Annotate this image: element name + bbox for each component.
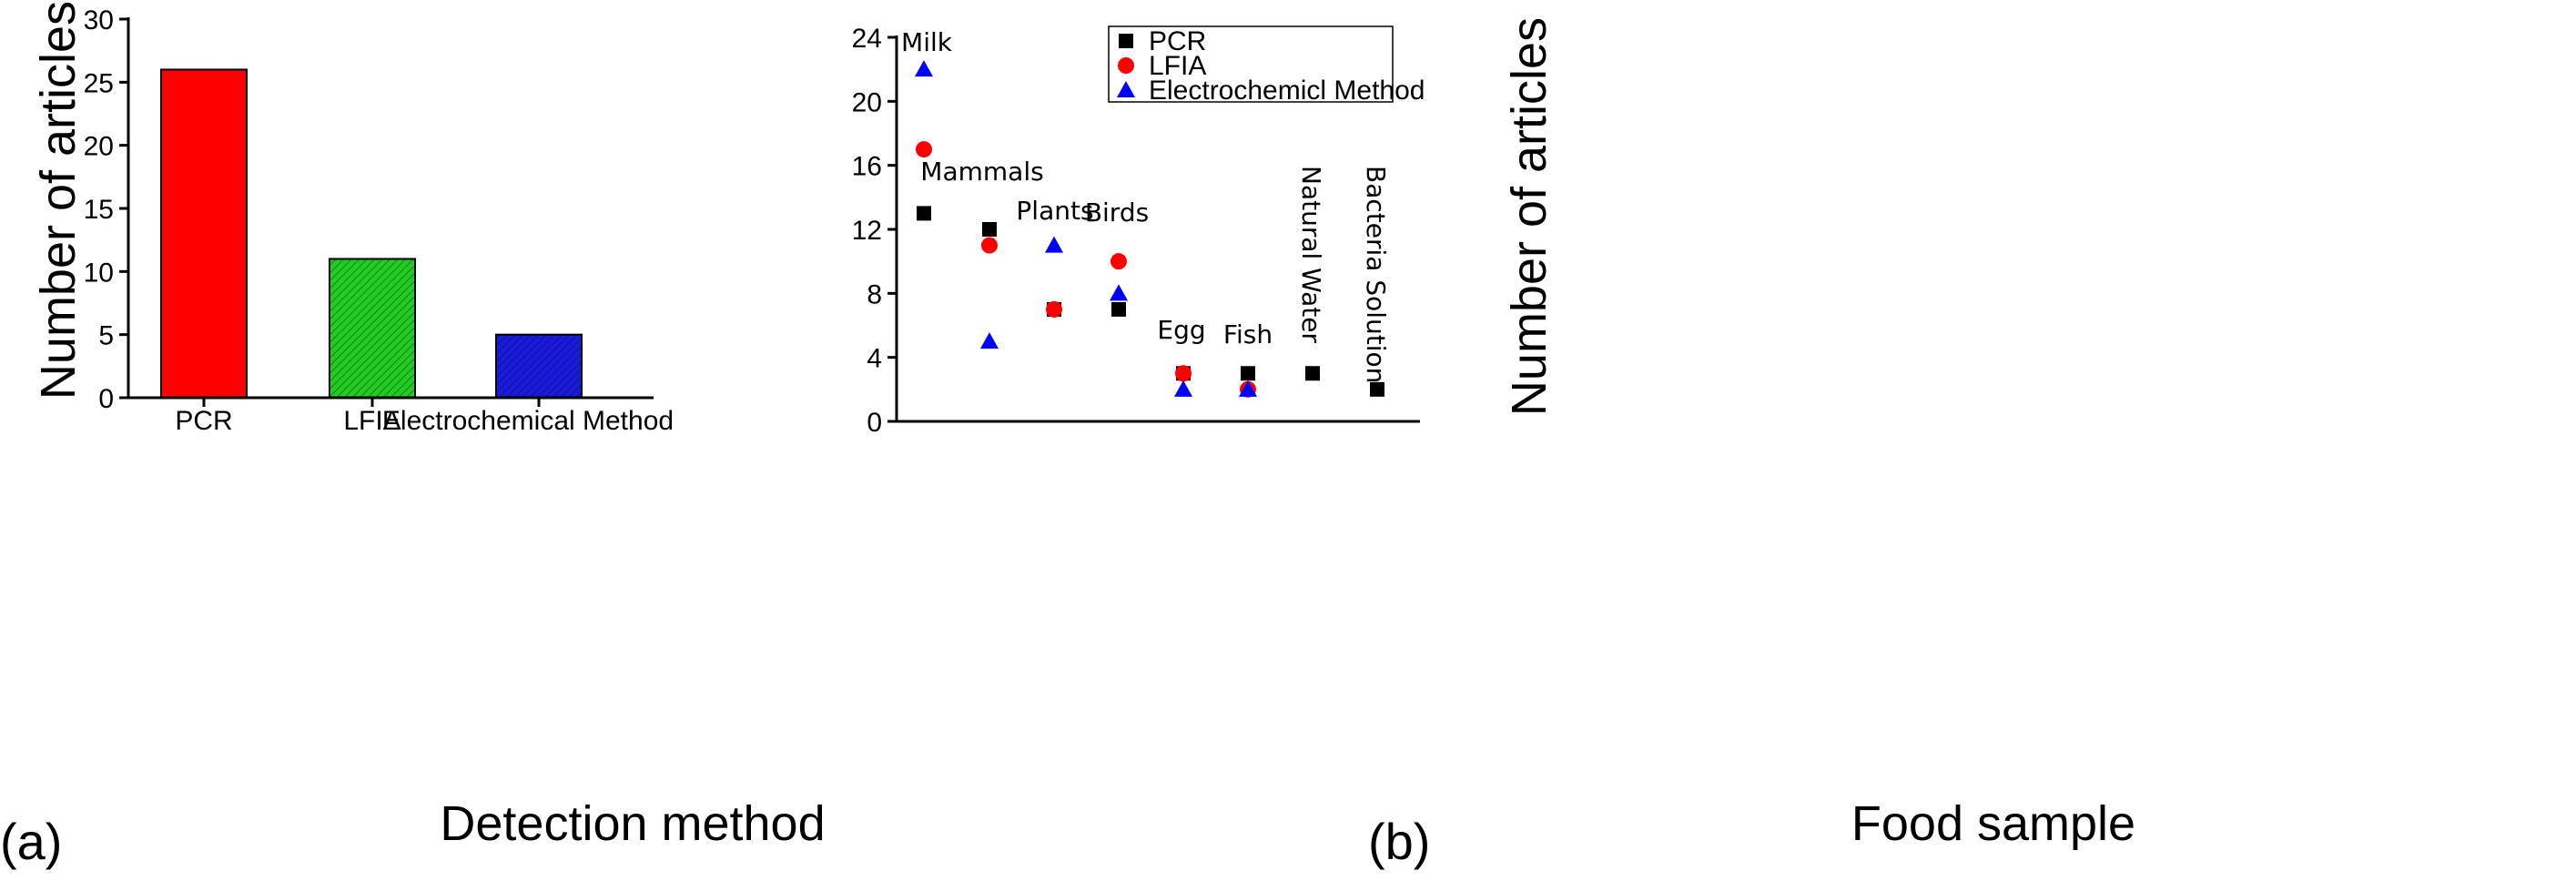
bar-pcr xyxy=(160,68,248,399)
legend-label-lfia: LFIA xyxy=(1149,51,1206,81)
y-axis-title: Number of articles xyxy=(31,1,86,400)
point-electrochemicl-method-fish xyxy=(1239,380,1257,397)
annotation-egg: Egg xyxy=(1157,315,1205,345)
legend-box xyxy=(1108,25,1394,103)
legend-marker-pcr xyxy=(1119,34,1133,48)
point-electrochemicl-method-egg xyxy=(1174,380,1192,397)
legend-label-electrochemicl-method: Electrochemicl Method xyxy=(1149,76,1425,106)
axes xyxy=(895,35,1420,423)
point-pcr-milk xyxy=(917,206,931,221)
annotation-fish: Fish xyxy=(1223,319,1273,349)
y-tick-label: 25 xyxy=(84,68,114,98)
y-axis-title: Number of articles xyxy=(1502,17,1557,416)
bar-lfia xyxy=(329,258,416,400)
legend-marker-electrochemicl-method xyxy=(1117,81,1135,97)
axes xyxy=(127,17,654,400)
point-lfia-milk xyxy=(916,141,932,158)
panel-label-a: (a) xyxy=(0,813,62,870)
annotation-mammals: Mammals xyxy=(920,157,1043,187)
y-axis-ticks: 0 5 10 15 20 25 30 xyxy=(84,5,128,414)
y-tick-label: 16 xyxy=(852,152,882,182)
point-lfia-egg xyxy=(1175,365,1192,382)
y-tick-label: 20 xyxy=(852,87,882,117)
point-lfia-plants xyxy=(1046,300,1062,318)
x-tick-label: Electrochemical Method xyxy=(382,406,674,436)
point-pcr-natural-water xyxy=(1305,366,1320,381)
legend-marker-lfia xyxy=(1118,57,1134,74)
y-tick-label: 0 xyxy=(867,408,882,438)
bar-electrochemical-method xyxy=(495,333,583,399)
point-pcr-mammals xyxy=(982,222,997,237)
y-tick-label: 5 xyxy=(98,321,114,351)
y-axis-ticks: 0 4 8 12 16 20 24 xyxy=(852,24,897,438)
point-electrochemicl-method-milk xyxy=(915,60,933,77)
data-points xyxy=(915,60,1384,398)
x-tick-label: LFIA xyxy=(343,406,401,436)
point-pcr-fish xyxy=(1241,366,1255,381)
point-lfia-birds xyxy=(1111,253,1127,270)
y-tick-label: 20 xyxy=(84,132,114,162)
annotation-plants: Plants xyxy=(1016,196,1093,226)
point-pcr-birds xyxy=(1111,301,1126,317)
bars xyxy=(160,68,583,400)
x-axis-title: Food sample xyxy=(1851,796,2135,851)
y-tick-label: 4 xyxy=(867,344,882,374)
y-tick-label: 30 xyxy=(84,5,114,35)
y-tick-label: 15 xyxy=(84,195,114,225)
y-tick-label: 0 xyxy=(98,384,114,414)
legend-label-pcr: PCR xyxy=(1149,26,1206,56)
y-tick-label: 24 xyxy=(852,24,882,54)
x-tick-label: PCR xyxy=(175,406,232,436)
scatter-chart-panel: (b) Food sample Number of articles 0 4 8 12… xyxy=(852,17,2135,870)
y-tick-label: 8 xyxy=(867,279,882,309)
point-lfia-mammals xyxy=(981,237,998,254)
point-electrochemicl-method-plants xyxy=(1045,236,1063,253)
bar-chart-panel: (a) Detection method Number of articles … xyxy=(0,1,826,870)
panel-label-b: (b) xyxy=(1368,813,1430,870)
point-electrochemicl-method-mammals xyxy=(980,332,999,349)
point-electrochemicl-method-birds xyxy=(1110,284,1128,301)
annotation-natural-water: Natural Water xyxy=(1296,166,1326,343)
point-pcr-bacteria-solution xyxy=(1370,381,1384,397)
y-tick-label: 12 xyxy=(852,216,882,246)
y-tick-label: 10 xyxy=(84,258,114,288)
annotation-bacteria-solution: Bacteria Solution xyxy=(1361,166,1391,383)
annotation-milk: Milk xyxy=(901,27,953,57)
x-axis-title: Detection method xyxy=(440,796,825,851)
annotation-birds: Birds xyxy=(1085,197,1149,228)
